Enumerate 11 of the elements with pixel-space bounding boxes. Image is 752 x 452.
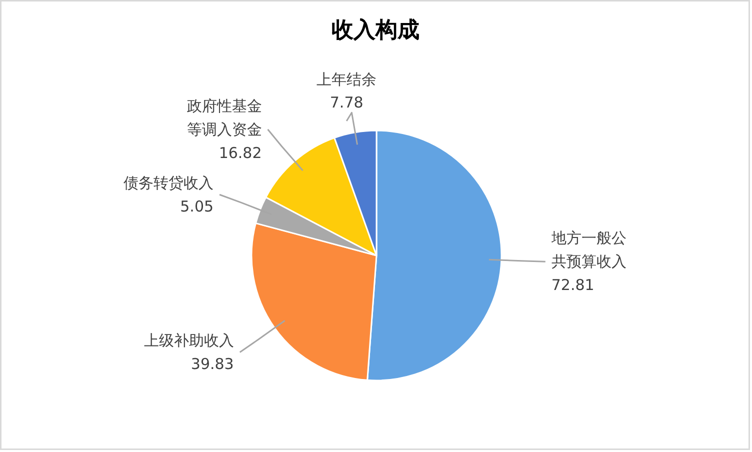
slice-label: 上级补助收入 — [144, 332, 234, 350]
data-label: 16.82 — [218, 144, 262, 162]
data-label: 5.05 — [180, 197, 214, 216]
data-label: 72.81 — [551, 276, 594, 294]
slice-label: 债务转贷收入 — [124, 174, 214, 192]
slice-label: 地方一般公共预算收入 — [550, 229, 626, 271]
data-label: 39.83 — [190, 354, 234, 373]
slice-label: 上年结余 — [316, 70, 377, 88]
slice-label: 政府性基金等调入资金 — [186, 96, 262, 138]
data-label: 7.78 — [330, 94, 364, 112]
chart-title: 收入构成 — [332, 18, 420, 43]
